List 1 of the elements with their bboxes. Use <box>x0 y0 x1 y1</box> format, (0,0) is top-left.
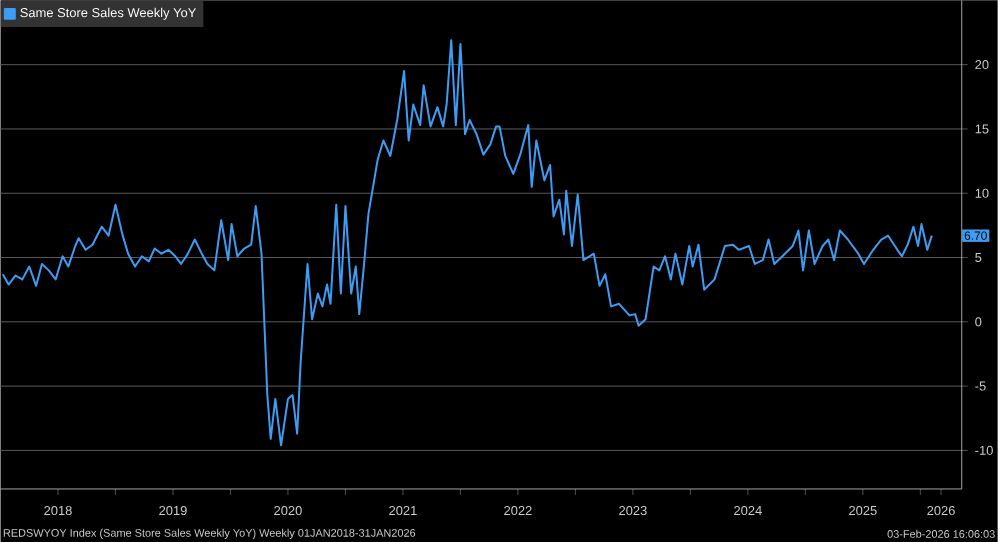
line-series <box>1 38 933 446</box>
